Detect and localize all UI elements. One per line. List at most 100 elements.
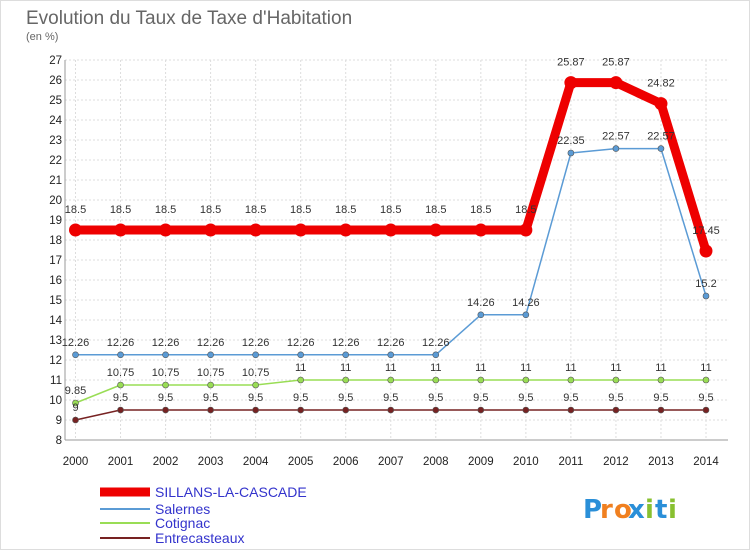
data-label: 18.5 [470,204,491,216]
data-label: 10.75 [152,367,180,379]
logo-letter: i [645,495,654,525]
data-label: 25.87 [557,57,585,69]
data-label: 11 [520,362,531,374]
x-tick-label: 2005 [288,456,314,468]
legend-label-0: SILLANS-LA-CASCADE [155,484,307,500]
y-tick-label: 15 [49,295,62,307]
data-label: 11 [565,362,576,374]
data-point [477,376,485,384]
y-tick-label: 10 [49,395,62,407]
logo-letter: P [583,495,602,525]
data-label: 9.5 [113,392,128,404]
y-tick-label: 21 [49,175,62,187]
data-label: 9.5 [653,392,668,404]
data-point [114,223,128,237]
data-label: 18.5 [155,204,176,216]
y-tick-label: 25 [49,95,62,107]
data-point [567,149,575,157]
data-label: 12.26 [152,337,180,349]
logo-letter: t [655,495,667,525]
data-point [522,376,530,384]
data-point [117,406,124,414]
data-label: 10.75 [242,367,270,379]
data-point [432,376,440,384]
data-point [252,381,259,389]
data-label: 25.87 [602,57,630,69]
data-point [117,351,124,359]
data-point [339,223,353,237]
data-label: 11 [340,362,351,374]
x-tick-label: 2010 [513,456,539,468]
data-point [252,406,259,414]
data-label: 11 [475,362,486,374]
data-point [207,351,214,359]
data-label: 9.5 [698,392,713,404]
data-label: 10.75 [197,367,225,379]
y-tick-label: 12 [49,355,62,367]
data-point [387,351,395,359]
y-tick-label: 19 [49,215,62,227]
legend-label-3: Entrecasteaux [155,530,245,546]
x-tick-label: 2012 [603,456,629,468]
data-point [387,376,395,384]
data-label: 12.26 [62,337,90,349]
data-point [69,223,82,237]
data-label: 9.5 [518,392,533,404]
data-point [522,406,530,414]
data-point [657,406,665,414]
data-point [702,292,710,300]
data-point [567,406,575,414]
data-point [249,223,263,237]
data-point [564,76,578,90]
data-point [702,406,710,414]
y-tick-label: 17 [49,255,62,267]
x-tick-label: 2011 [559,456,584,468]
data-point [699,244,713,258]
data-point [294,223,308,237]
data-point [162,351,169,359]
data-label: 18.5 [515,204,536,216]
x-tick-label: 2001 [108,456,134,468]
y-tick-label: 27 [49,55,62,67]
x-tick-label: 2008 [423,456,449,468]
x-tick-label: 2004 [243,456,269,468]
data-point [432,406,440,414]
data-label: 9.5 [293,392,308,404]
y-tick-label: 26 [49,75,62,87]
data-point [432,351,440,359]
data-point [72,416,79,424]
data-label: 12.26 [422,337,450,349]
data-label: 17.45 [692,225,720,237]
data-label: 22.57 [647,131,675,143]
legend-label-1: Salernes [155,501,210,517]
data-point [654,97,668,111]
y-tick-label: 22 [49,155,62,167]
data-point [297,351,304,359]
data-point [297,376,304,384]
axes: 8 9 10 11 12 13 14 15 16 17 18 19 20 21 22 23 24 25 26 27 20… [49,55,728,468]
data-label: 9 [72,402,78,414]
data-point [612,376,620,384]
data-point [657,376,665,384]
data-point [522,311,530,319]
plot-area [65,60,728,440]
chart-subtitle: (en %) [26,31,58,43]
x-tick-label: 2007 [378,456,404,468]
data-point [612,406,620,414]
data-label: 18.5 [290,204,311,216]
data-label: 12.26 [242,337,270,349]
data-label: 9.5 [608,392,623,404]
y-tick-label: 8 [56,435,62,447]
data-point [384,223,398,237]
data-point [72,351,79,359]
y-tick-label: 24 [49,115,62,127]
y-tick-label: 16 [49,275,62,287]
data-label: 14.26 [467,297,495,309]
data-label: 11 [430,362,441,374]
data-label: 9.5 [473,392,488,404]
data-point [207,381,214,389]
data-point [657,145,665,152]
series-layer [69,76,713,424]
